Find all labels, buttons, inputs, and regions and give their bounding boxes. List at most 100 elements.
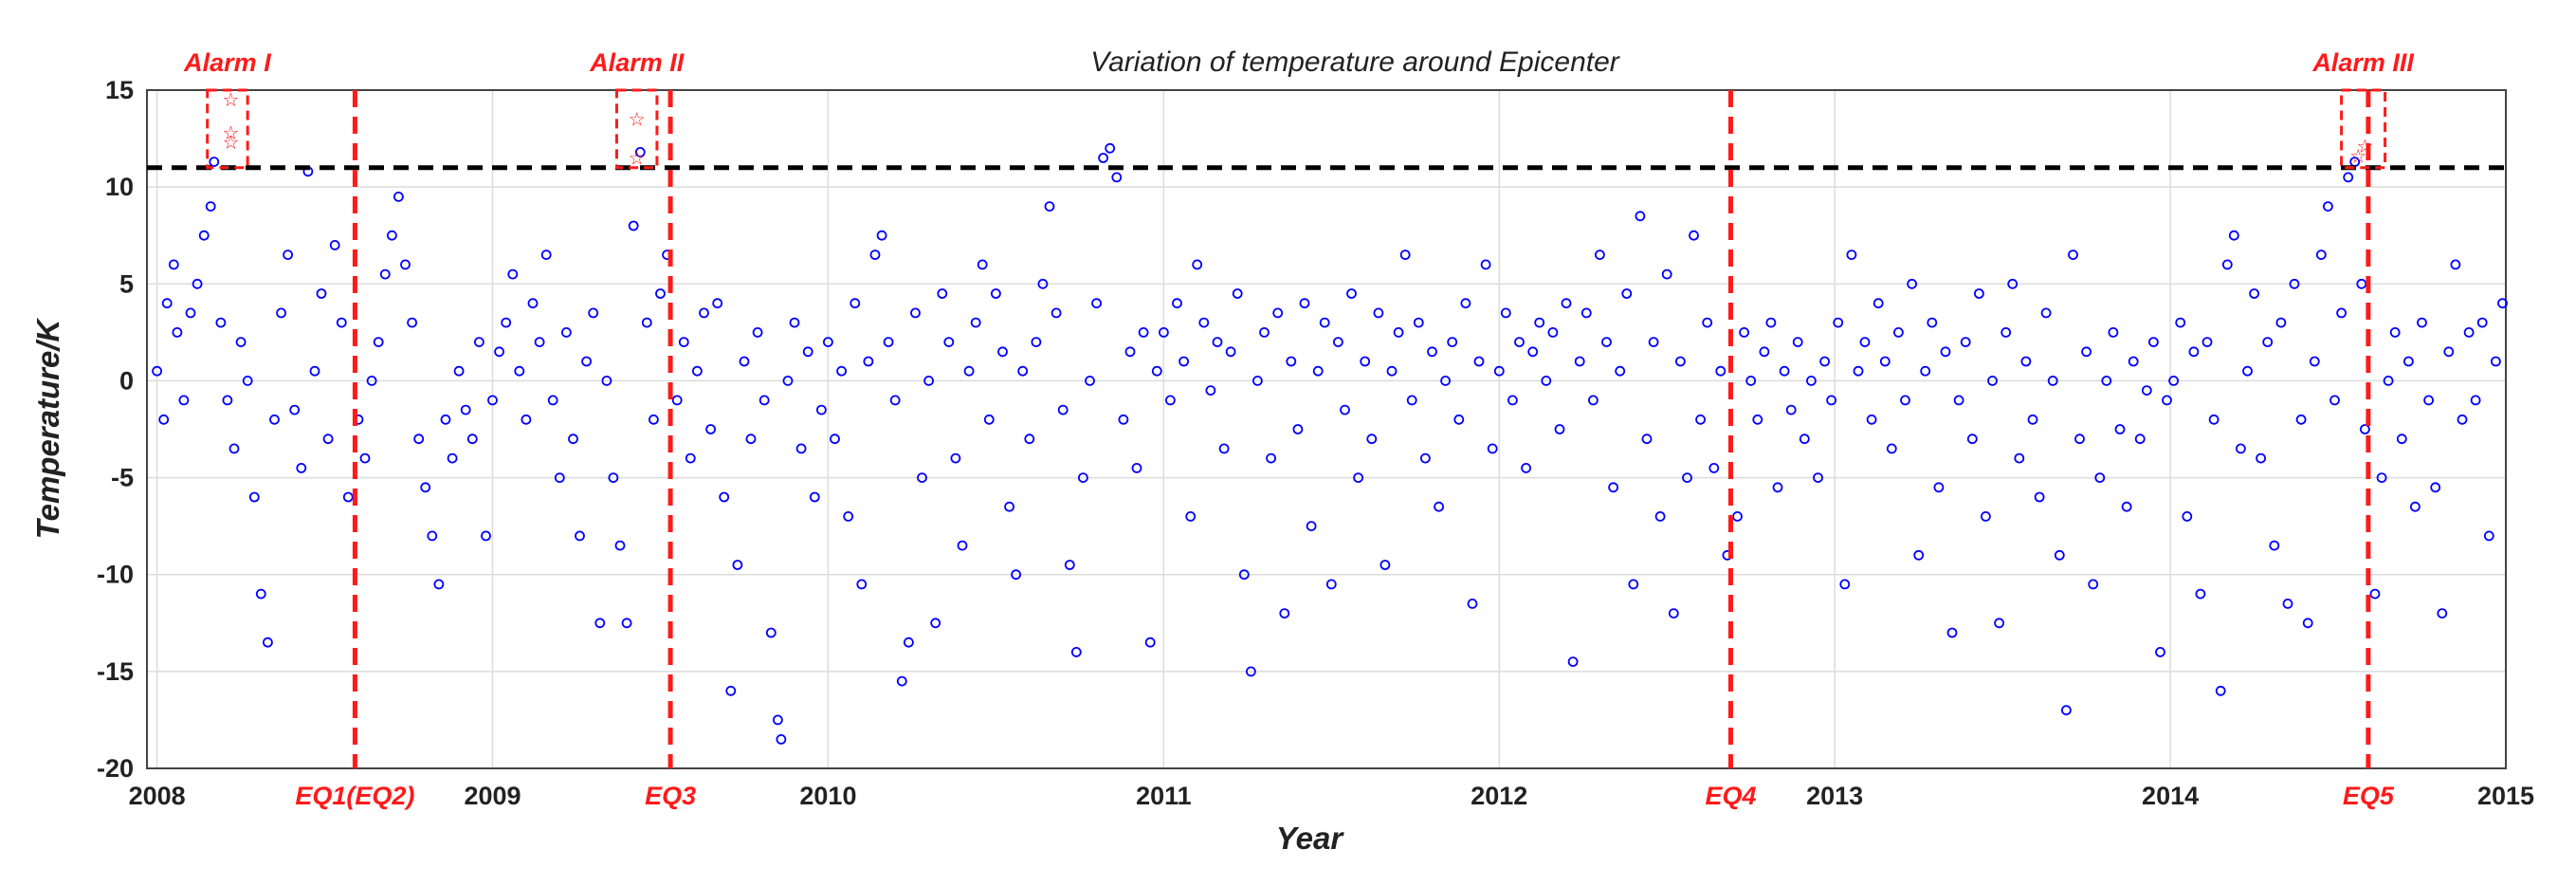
data-point: [1306, 521, 1317, 531]
data-point: [1772, 482, 1783, 493]
data-point: [205, 201, 216, 212]
data-point: [1453, 414, 1465, 425]
alarm-point-star: ☆: [629, 147, 646, 170]
data-point: [1011, 569, 1021, 581]
data-point: [1252, 375, 1263, 386]
data-point: [2047, 375, 2058, 386]
data-point: [719, 491, 730, 503]
data-point: [1434, 501, 1444, 512]
data-point: [930, 618, 941, 629]
data-point: [1366, 434, 1378, 445]
data-point: [2430, 482, 2441, 493]
data-point: [1159, 326, 1169, 338]
data-point: [192, 278, 203, 289]
data-point: [2322, 201, 2333, 212]
data-point: [671, 395, 683, 406]
data-point: [1325, 579, 1337, 590]
data-point: [2269, 540, 2280, 551]
data-point: [1933, 482, 1945, 493]
data-point: [1534, 317, 1545, 328]
data-point: [168, 259, 179, 270]
data-point: [209, 157, 220, 168]
data-point: [1272, 307, 1284, 319]
data-point: [1615, 365, 1626, 377]
data-point: [2309, 356, 2320, 367]
data-point: [1004, 501, 1014, 512]
data-point: [641, 317, 652, 328]
data-point: [507, 268, 519, 280]
data-point: [1024, 434, 1035, 445]
data-point: [1799, 434, 1810, 445]
data-point: [215, 317, 227, 328]
data-point: [712, 298, 723, 309]
x-tick-label: 2009: [464, 782, 521, 810]
data-point: [198, 230, 210, 241]
y-axis-label: Temperature/K: [30, 317, 65, 539]
data-point: [2437, 608, 2448, 618]
data-point: [1668, 608, 1679, 618]
data-point: [1588, 395, 1599, 406]
data-point: [1574, 356, 1585, 367]
data-point: [1866, 414, 1877, 425]
data-point: [473, 337, 484, 348]
data-point: [379, 268, 391, 280]
data-point: [2128, 356, 2139, 367]
data-point: [2141, 385, 2152, 397]
data-point: [1547, 326, 1559, 338]
data-point: [1973, 288, 1984, 299]
data-point: [1192, 259, 1203, 270]
data-point: [561, 326, 572, 338]
data-point: [1893, 326, 1904, 338]
data-point: [1873, 298, 1884, 309]
data-point: [2336, 307, 2348, 319]
data-point: [262, 637, 273, 648]
data-point: [1886, 443, 1897, 454]
data-point: [2443, 346, 2455, 358]
earthquake-label: EQ4: [1705, 782, 1756, 810]
data-point: [453, 365, 465, 377]
data-point: [1413, 317, 1424, 328]
data-point: [836, 365, 847, 377]
data-point: [2359, 424, 2370, 434]
data-point: [393, 191, 404, 202]
data-point: [2329, 395, 2340, 406]
data-point: [1259, 326, 1270, 338]
earthquake-label: EQ3: [645, 782, 696, 810]
data-point: [501, 317, 512, 328]
alarm-box: [614, 88, 659, 170]
data-point: [1913, 549, 1925, 561]
data-point: [2114, 424, 2126, 434]
plot-area: [146, 89, 2507, 769]
data-point: [2101, 375, 2112, 386]
data-point: [2040, 307, 2052, 319]
data-point: [608, 472, 619, 484]
data-point: [2108, 326, 2119, 338]
data-point: [309, 365, 320, 377]
data-point: [1628, 579, 1639, 590]
data-point: [1340, 404, 1350, 415]
data-point: [1070, 647, 1082, 657]
data-point: [547, 395, 558, 406]
alarm-point-star: ☆: [223, 131, 240, 154]
y-tick-label: 5: [119, 269, 134, 298]
data-point: [1846, 249, 1857, 261]
data-point: [2060, 705, 2072, 716]
earthquake-label: EQ5: [2343, 782, 2395, 810]
alarm-label: Alarm I: [183, 48, 271, 77]
data-point: [2007, 278, 2019, 289]
data-point: [1078, 472, 1088, 484]
data-point: [601, 375, 612, 386]
data-point: [2282, 599, 2293, 609]
chart-title: Variation of temperature around Epicente…: [1090, 46, 1620, 78]
data-point: [152, 365, 163, 377]
data-point: [2074, 434, 2085, 445]
data-point: [447, 452, 458, 464]
data-point: [1920, 365, 1931, 377]
data-point: [1953, 395, 1964, 406]
data-point: [2155, 647, 2165, 657]
data-point: [1960, 337, 1971, 348]
data-point: [614, 540, 626, 551]
data-point: [1346, 288, 1357, 299]
data-point: [923, 375, 934, 386]
